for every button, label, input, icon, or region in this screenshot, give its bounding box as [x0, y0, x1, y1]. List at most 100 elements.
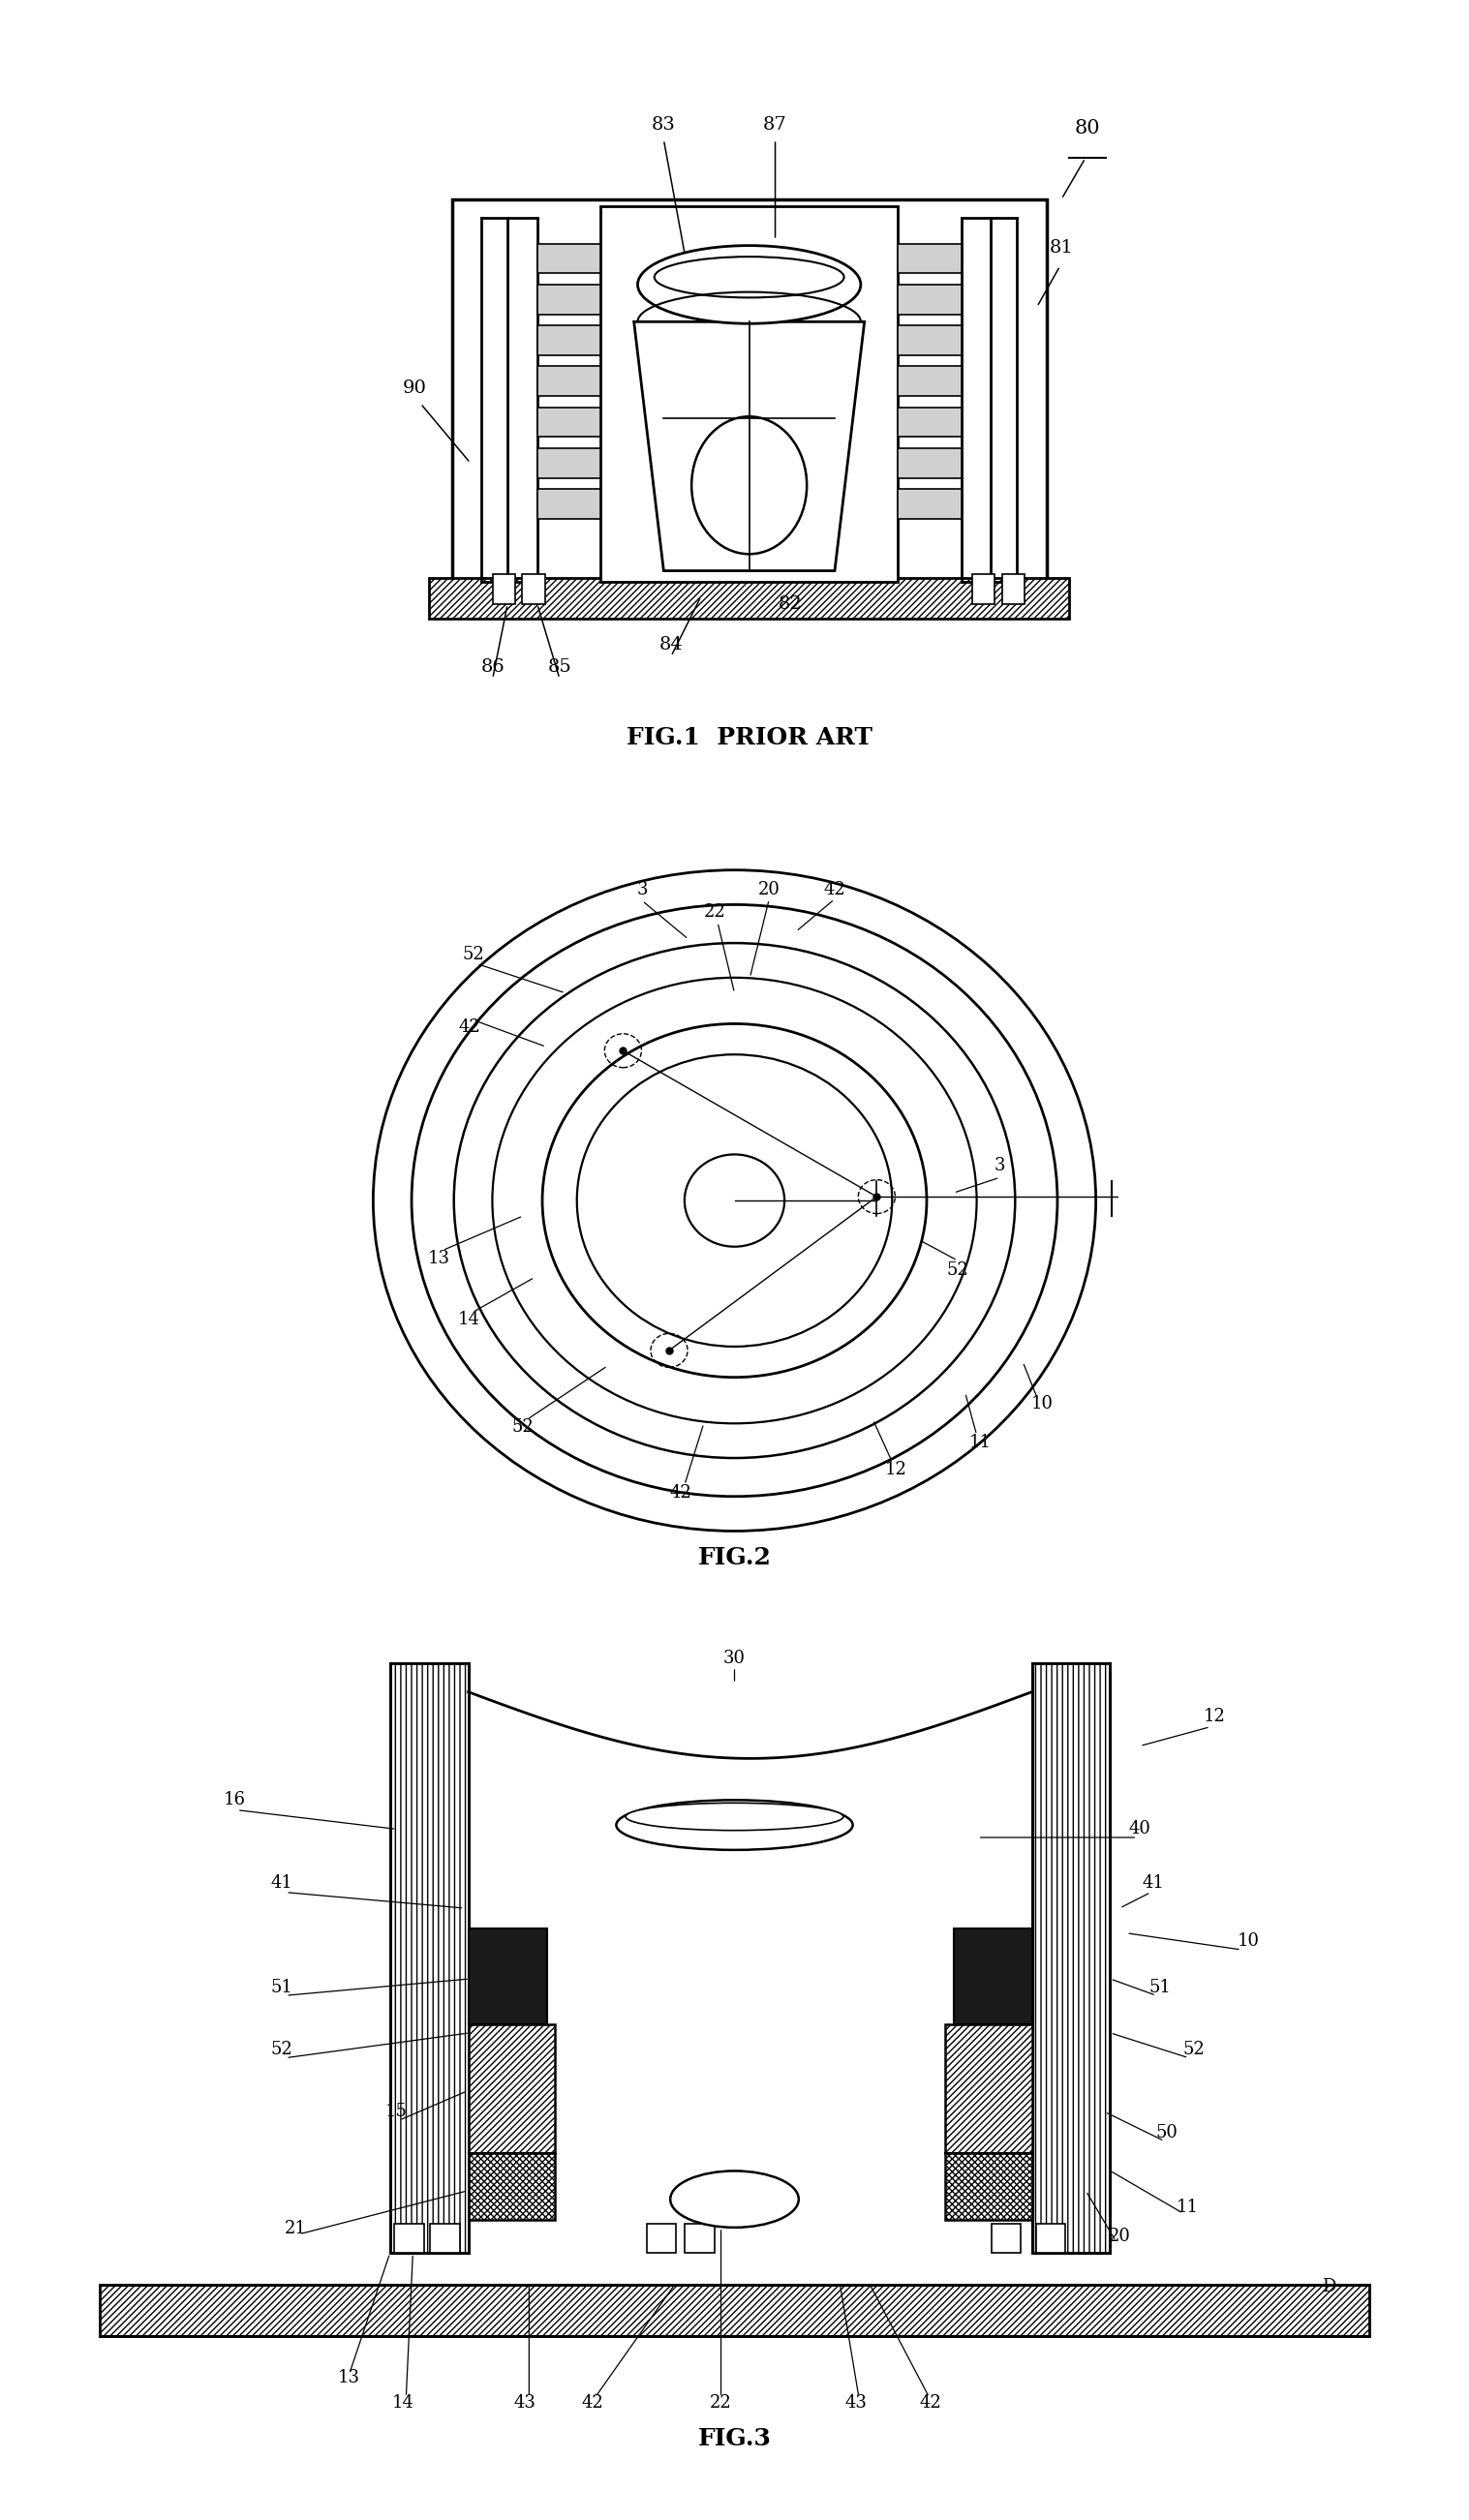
Ellipse shape	[670, 2170, 799, 2228]
Text: 42: 42	[824, 879, 846, 897]
Bar	[538, 365, 601, 396]
Text: FIG.1  PRIOR ART: FIG.1 PRIOR ART	[626, 726, 873, 748]
Bar	[538, 285, 601, 315]
Bar	[469, 2024, 554, 2155]
Bar	[469, 1928, 546, 2024]
Ellipse shape	[373, 869, 1096, 1532]
Text: 10: 10	[1031, 1396, 1053, 1414]
Ellipse shape	[577, 1053, 892, 1346]
Ellipse shape	[454, 942, 1015, 1459]
Text: 83: 83	[652, 116, 676, 134]
Bar	[538, 489, 601, 519]
Text: 51: 51	[270, 1978, 292, 1996]
Bar	[601, 207, 898, 582]
Text: 21: 21	[284, 2220, 307, 2238]
Text: 52: 52	[1183, 2041, 1205, 2059]
Text: 52: 52	[513, 1419, 535, 1436]
Text: 42: 42	[920, 2394, 942, 2412]
Text: 40: 40	[1128, 1819, 1152, 1837]
Text: 11: 11	[1177, 2200, 1199, 2215]
Bar	[685, 2225, 714, 2253]
Bar	[100, 2286, 1369, 2336]
Bar	[953, 1928, 1031, 2024]
Text: 86: 86	[480, 658, 505, 675]
Text: 14: 14	[458, 1310, 480, 1328]
Text: 41: 41	[270, 1875, 292, 1893]
Bar	[389, 1663, 469, 2253]
Bar	[1031, 1663, 1111, 2253]
Text: D: D	[1322, 2278, 1337, 2296]
Text: 16: 16	[223, 1792, 245, 1809]
Text: FIG.2: FIG.2	[698, 1547, 771, 1570]
Text: 12: 12	[1203, 1709, 1225, 1726]
Text: 10: 10	[1237, 1933, 1259, 1950]
Text: 22: 22	[704, 905, 726, 920]
Text: 14: 14	[392, 2394, 414, 2412]
Ellipse shape	[685, 1154, 784, 1247]
Bar	[100, 2286, 1369, 2336]
Bar	[429, 577, 1069, 620]
Bar	[538, 449, 601, 479]
Bar	[992, 2225, 1021, 2253]
Bar	[946, 2155, 1031, 2220]
Text: 3: 3	[636, 879, 648, 897]
Text: 30: 30	[723, 1651, 746, 1668]
Text: 20: 20	[1109, 2228, 1131, 2245]
Bar	[389, 1663, 469, 2253]
Bar	[538, 244, 601, 272]
Text: 52: 52	[463, 945, 485, 963]
Text: 50: 50	[1156, 2124, 1178, 2142]
Bar	[492, 575, 516, 605]
Ellipse shape	[616, 1799, 852, 1850]
Bar	[1002, 575, 1024, 605]
Text: 42: 42	[458, 1018, 480, 1036]
Ellipse shape	[638, 244, 861, 323]
Ellipse shape	[542, 1023, 927, 1378]
Bar	[946, 2155, 1031, 2220]
Bar	[898, 285, 961, 315]
Text: FIG.3: FIG.3	[698, 2427, 771, 2449]
Text: 15: 15	[385, 2104, 408, 2122]
Text: 43: 43	[845, 2394, 867, 2412]
Bar	[898, 489, 961, 519]
Text: 13: 13	[427, 1250, 450, 1268]
Ellipse shape	[411, 905, 1058, 1497]
Text: 22: 22	[710, 2394, 732, 2412]
Bar	[898, 244, 961, 272]
Text: 52: 52	[270, 2041, 292, 2059]
Bar	[429, 577, 1069, 620]
Text: 13: 13	[338, 2369, 360, 2386]
Ellipse shape	[692, 416, 806, 554]
Bar	[469, 2155, 554, 2220]
Bar	[972, 575, 995, 605]
Bar	[430, 2225, 460, 2253]
Bar	[1031, 1663, 1111, 2253]
Bar	[946, 2024, 1031, 2155]
Text: 52: 52	[946, 1260, 968, 1278]
Bar	[898, 365, 961, 396]
Text: 43: 43	[514, 2394, 536, 2412]
Ellipse shape	[654, 257, 845, 297]
Text: 3: 3	[995, 1157, 1005, 1174]
Bar	[646, 2225, 676, 2253]
Polygon shape	[635, 323, 864, 570]
Text: 80: 80	[1075, 118, 1100, 139]
Text: 85: 85	[548, 658, 571, 675]
Bar	[523, 575, 545, 605]
Bar	[538, 408, 601, 436]
Bar	[538, 325, 601, 355]
Bar	[469, 2155, 554, 2220]
Bar	[452, 199, 1046, 585]
Ellipse shape	[492, 978, 977, 1424]
Text: 81: 81	[1049, 239, 1074, 257]
Bar	[898, 449, 961, 479]
Text: 41: 41	[1143, 1875, 1165, 1893]
Bar	[898, 408, 961, 436]
Bar	[898, 325, 961, 355]
Bar	[469, 2024, 554, 2155]
Text: 51: 51	[1149, 1978, 1171, 1996]
Bar	[394, 2225, 423, 2253]
Text: 11: 11	[970, 1434, 992, 1452]
Text: 82: 82	[779, 595, 802, 612]
Text: 42: 42	[582, 2394, 604, 2412]
